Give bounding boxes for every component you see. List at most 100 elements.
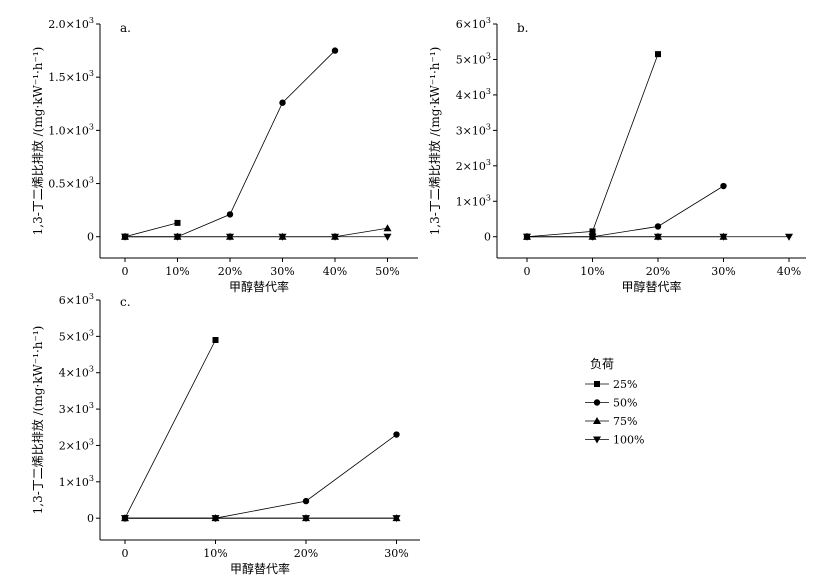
data-point-square xyxy=(212,337,219,343)
series-line xyxy=(526,53,659,238)
data-point-circle xyxy=(302,497,310,505)
x-tick-label: 40% xyxy=(323,265,347,278)
y-tick-label-base: 2×10 xyxy=(456,160,486,173)
series-50% xyxy=(523,182,727,240)
legend-label: 25% xyxy=(613,378,637,391)
y-tick-label-exponent: 3 xyxy=(486,193,491,202)
y-tick-label-exponent: 3 xyxy=(89,328,94,337)
data-point-square xyxy=(524,233,530,240)
legend-label: 50% xyxy=(613,397,637,410)
y-tick-label: 0 xyxy=(87,512,94,525)
y-tick-label-exponent: 3 xyxy=(89,474,94,483)
y-tick-label-base: 0 xyxy=(484,231,491,244)
data-point-square xyxy=(122,515,128,522)
panel-label: b. xyxy=(517,21,529,35)
panel-label: c. xyxy=(120,295,131,309)
data-point-circle xyxy=(226,211,234,218)
x-tick-label: 20% xyxy=(218,265,242,278)
x-tick-label: 30% xyxy=(270,265,294,278)
data-point-triangle-down xyxy=(785,233,793,241)
legend-label: 75% xyxy=(613,415,637,428)
y-tick-label-base: 6×10 xyxy=(59,294,89,307)
y-tick-label-base: 4×10 xyxy=(456,89,486,102)
y-tick-label-base: 2×10 xyxy=(59,439,89,452)
data-point-triangle-up xyxy=(719,232,728,240)
y-tick-label-base: 1.0×10 xyxy=(48,124,89,137)
y-axis-title: 1,3-丁二烯比排放 /(mg·kW⁻¹·h⁻¹) xyxy=(30,326,45,515)
y-tick-label: 5×103 xyxy=(59,328,94,343)
series-line xyxy=(124,222,178,238)
panel-label: a. xyxy=(120,21,131,35)
x-tick-label: 10% xyxy=(165,265,189,278)
y-tick-label-exponent: 3 xyxy=(486,158,491,167)
data-point-triangle-up xyxy=(383,224,392,232)
y-tick-label-exponent: 3 xyxy=(89,365,94,374)
data-point-circle xyxy=(654,223,662,230)
y-tick-label: 1.0×103 xyxy=(48,122,94,137)
x-tick-label: 10% xyxy=(203,547,227,560)
y-tick-label-exponent: 3 xyxy=(89,292,94,301)
x-axis-title: 甲醇替代率 xyxy=(229,279,289,294)
x-tick-label: 20% xyxy=(646,265,670,278)
legend-entry: 25% xyxy=(585,378,637,391)
series-100% xyxy=(121,515,401,523)
legend-marker-triangle-down xyxy=(593,436,601,444)
y-tick-label-base: 1.5×10 xyxy=(48,71,89,84)
x-tick-label: 0 xyxy=(122,265,129,278)
data-point-square xyxy=(589,228,596,235)
series-75% xyxy=(121,514,401,522)
data-point-triangle-up xyxy=(331,232,339,240)
y-tick-label: 4×103 xyxy=(59,365,94,380)
y-tick-label-base: 1×10 xyxy=(456,195,486,208)
x-tick-label: 0 xyxy=(524,265,531,278)
y-tick-label: 0 xyxy=(87,231,94,244)
x-tick-label: 30% xyxy=(384,547,408,560)
y-tick-label: 0 xyxy=(484,231,491,244)
data-point-circle xyxy=(720,182,727,190)
y-tick-label-exponent: 3 xyxy=(89,176,94,185)
y-tick-label: 3×103 xyxy=(456,122,491,137)
y-tick-label: 6×103 xyxy=(59,292,94,307)
y-tick-label-exponent: 3 xyxy=(486,51,491,60)
y-tick-label: 6×103 xyxy=(456,16,491,31)
y-tick-label-base: 2.0×10 xyxy=(48,18,89,31)
legend-title: 负荷 xyxy=(590,357,614,371)
y-axis-title: 1,3-丁二烯比排放 /(mg·kW⁻¹·h⁻¹) xyxy=(427,47,442,236)
y-tick-label-base: 5×10 xyxy=(456,53,486,66)
x-tick-label: 0 xyxy=(122,547,129,560)
data-point-triangle-up xyxy=(278,232,287,240)
series-25% xyxy=(122,337,219,522)
y-tick-label: 1.5×103 xyxy=(48,69,94,84)
legend-marker-square xyxy=(594,381,600,387)
y-tick-label: 4×103 xyxy=(456,87,491,102)
series-line xyxy=(125,50,336,238)
y-tick-label-exponent: 3 xyxy=(486,16,491,25)
series-line xyxy=(527,185,724,238)
y-tick-label-base: 0.5×10 xyxy=(48,178,89,191)
legend-entry: 50% xyxy=(585,397,637,410)
y-tick-label: 2.0×103 xyxy=(48,16,94,31)
y-tick-label-exponent: 3 xyxy=(89,437,94,446)
data-point-square xyxy=(655,51,661,58)
series-line xyxy=(124,339,216,519)
y-tick-label-base: 4×10 xyxy=(59,367,89,380)
data-point-circle xyxy=(174,233,181,240)
legend-entry: 100% xyxy=(585,434,644,447)
x-axis-title: 甲醇替代率 xyxy=(230,561,290,576)
y-tick-label-base: 1×10 xyxy=(59,476,89,489)
y-tick-label-exponent: 3 xyxy=(89,401,94,410)
y-tick-label-exponent: 3 xyxy=(486,122,491,131)
y-tick-label-base: 0 xyxy=(87,512,94,525)
y-tick-label: 0.5×103 xyxy=(48,176,94,191)
data-point-circle xyxy=(212,514,219,522)
data-point-square xyxy=(174,219,181,226)
x-tick-label: 40% xyxy=(777,265,801,278)
series-100% xyxy=(121,233,392,241)
legend-marker-triangle-up xyxy=(593,417,601,424)
legend-entries: 25% 50% 75% 100% xyxy=(585,378,644,447)
y-tick-label: 1×103 xyxy=(456,193,491,208)
